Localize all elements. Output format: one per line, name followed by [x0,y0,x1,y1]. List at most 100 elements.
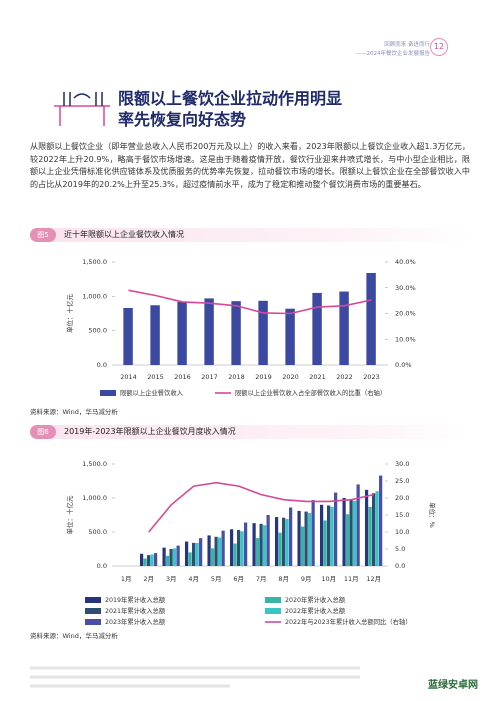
y-axis-title: 单位：十亿元 [65,294,74,334]
bar [195,542,199,566]
bar [150,305,160,365]
x-tick-label: 2019 [255,373,272,381]
source: 资料来源：Wind，华马减分析 [30,632,118,640]
y-tick-label: 0.0 [97,361,107,369]
x-tick-label: 2月 [143,575,154,583]
bar [221,530,225,566]
y2-tick-label: 20.0% [395,310,416,318]
x-tick-label: 2016 [174,373,191,381]
bar [371,493,376,566]
watermark: 蓝绿安卓网 [428,680,478,691]
bar [150,554,154,566]
x-tick-label: 8月 [278,575,289,583]
y2-tick-label: 10.0 [395,528,409,536]
bar [255,538,260,566]
bar [323,520,327,566]
line [148,481,374,533]
bar [300,526,305,566]
x-tick-label: 2023 [363,373,380,381]
legend-label: 2019年累计收入总额 [105,595,166,604]
bar [258,300,268,365]
bar [342,498,346,566]
x-tick-label: 2017 [201,373,218,381]
bar [364,489,369,566]
x-tick-label: 1月 [121,575,132,583]
y-tick-label: 500.0 [88,528,107,536]
chart-header: 图5 近十年限额以上企业餐饮收入情况 [30,228,470,242]
legend-swatch [85,608,101,614]
footer-decoration [30,666,360,688]
bar [289,507,293,566]
x-tick-label: 2014 [120,373,137,381]
bar [162,547,166,566]
header-line: 回顾而来 奋进而行 [384,42,430,48]
x-tick-label: 10月 [321,575,336,583]
title-line: 限额以上餐饮企业拉动作用明显 [118,89,343,108]
x-tick-label: 7月 [256,575,267,583]
legend-swatch [85,597,101,603]
legend-swatch [265,597,281,603]
legend-label: 限额以上企业餐饮收入占全部餐饮收入的比重（右轴） [235,388,386,397]
bar [123,308,133,365]
bar [143,558,147,566]
bar [191,542,196,566]
bar [368,506,372,566]
source: 资料来源：Wind，华马减分析 [30,408,118,416]
bar [339,291,349,365]
legend-swatch [85,619,101,625]
chart: 0.0 500.0 1,000.0 1,500.0 0.0 5.0 10.0 15.0 20.0… [65,460,437,626]
legend-label: 限额以上企业餐饮收入 [120,388,184,397]
y2-tick-label: 15.0 [395,511,409,519]
x-tick-label: 9月 [301,575,312,583]
bar [165,555,170,566]
bar [356,484,360,566]
bar [176,545,180,566]
bar [349,499,353,566]
bar [297,510,301,566]
bar [285,519,289,566]
page-number: 12 [430,38,448,56]
bar [319,504,324,566]
y2-tick-label: 30.0 [395,460,409,468]
bar [218,537,222,566]
bar [259,523,263,566]
bar [334,492,338,566]
bar [345,514,350,566]
legend-swatch [265,608,281,614]
legend-label: 2022年与2023年累计收入总额同比（右轴） [285,617,412,626]
body-paragraph: 从限额以上餐饮企业（即年营业总收入人民币200万元及以上）的收入来看，2023年… [30,141,470,189]
y2-tick-label: 20.0 [395,494,409,502]
x-tick-label: 2021 [309,373,326,381]
bar [204,298,214,365]
y2-tick-label: 10.0% [395,335,416,343]
chart: 0.0 500.0 1,000.0 1,500.0 0.0% 10.0% 20.0% 30.0… [65,258,416,397]
bar [233,543,237,566]
bar [229,529,234,566]
bar [139,553,144,566]
bar [266,515,270,566]
x-tick-label: 11月 [344,575,359,583]
bar [154,553,158,566]
bar [263,525,267,566]
bar [236,529,241,566]
bar [326,505,331,566]
x-tick-label: 5月 [211,575,222,583]
x-tick-label: 2022 [336,373,353,381]
bar [173,548,177,566]
y-tick-label: 500.0 [88,327,107,335]
title-line: 率先恢复向好态势 [118,110,247,129]
bar [353,500,357,566]
bar [244,522,248,566]
bar [274,517,279,566]
bar [177,301,187,365]
y-tick-label: 0.0 [97,562,107,570]
legend-label: 2020年累计收入总额 [285,595,346,604]
bar [366,272,376,365]
bar [214,536,218,566]
legend-label: 2023年累计收入总额 [105,617,166,626]
y2-tick-label: 0.0% [395,361,412,369]
bar [210,548,215,566]
bar [308,512,312,566]
table-icon [54,92,110,126]
legend-label: 2022年累计收入总额 [285,606,346,615]
